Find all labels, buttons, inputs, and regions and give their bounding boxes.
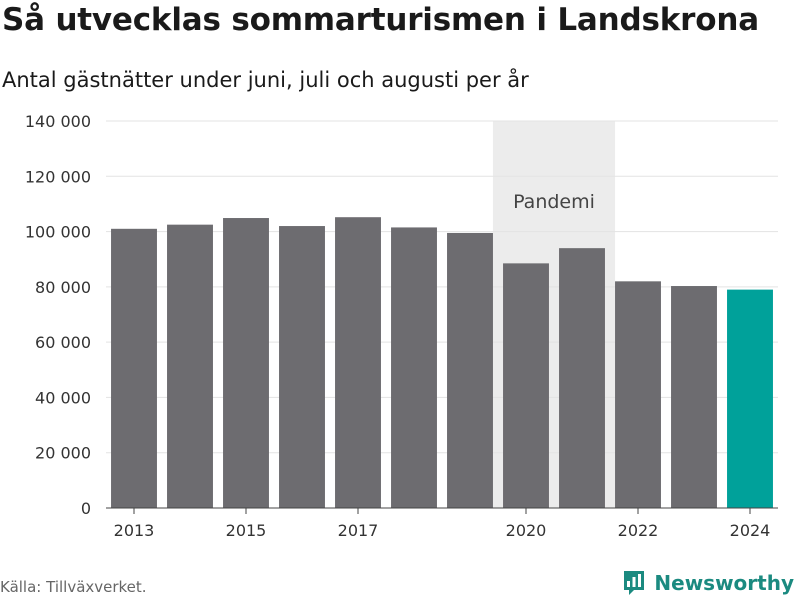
x-tick-label: 2020: [506, 521, 547, 540]
bar-2023: [671, 286, 717, 508]
bar-2022: [615, 281, 661, 508]
bar-2016: [279, 226, 325, 509]
y-tick-label: 100 000: [25, 223, 91, 242]
chart-title: Så utvecklas sommarturismen i Landskrona: [2, 2, 759, 38]
bar-2013: [111, 228, 157, 509]
y-tick-label: 0: [81, 499, 91, 518]
x-tick-label: 2015: [226, 521, 267, 540]
bar-2014: [167, 224, 213, 509]
bar-2024: [727, 289, 773, 508]
y-tick-label: 40 000: [35, 388, 91, 407]
x-tick-label: 2017: [338, 521, 379, 540]
x-tick-label: 2024: [730, 521, 771, 540]
bar-2017: [335, 217, 381, 508]
brand-name: Newsworthy: [654, 571, 794, 595]
y-tick-label: 60 000: [35, 333, 91, 352]
y-tick-label: 120 000: [25, 167, 91, 186]
x-tick-label: 2022: [618, 521, 659, 540]
y-tick-label: 140 000: [25, 112, 91, 131]
pandemic-label: Pandemi: [513, 191, 595, 213]
x-tick-label: 2013: [114, 521, 155, 540]
bar-2015: [223, 218, 269, 508]
bar-2018: [391, 227, 437, 509]
bar-2019: [447, 232, 493, 509]
newsworthy-logo-icon: [624, 571, 645, 595]
bar-2020: [503, 263, 549, 508]
source-note: Källa: Tillväxverket.: [0, 578, 147, 596]
brand-logo: Newsworthy: [622, 569, 794, 597]
bar-2021: [559, 248, 605, 508]
chart-subtitle: Antal gästnätter under juni, juli och au…: [2, 68, 529, 92]
y-tick-label: 80 000: [35, 278, 91, 297]
y-tick-label: 20 000: [35, 444, 91, 463]
